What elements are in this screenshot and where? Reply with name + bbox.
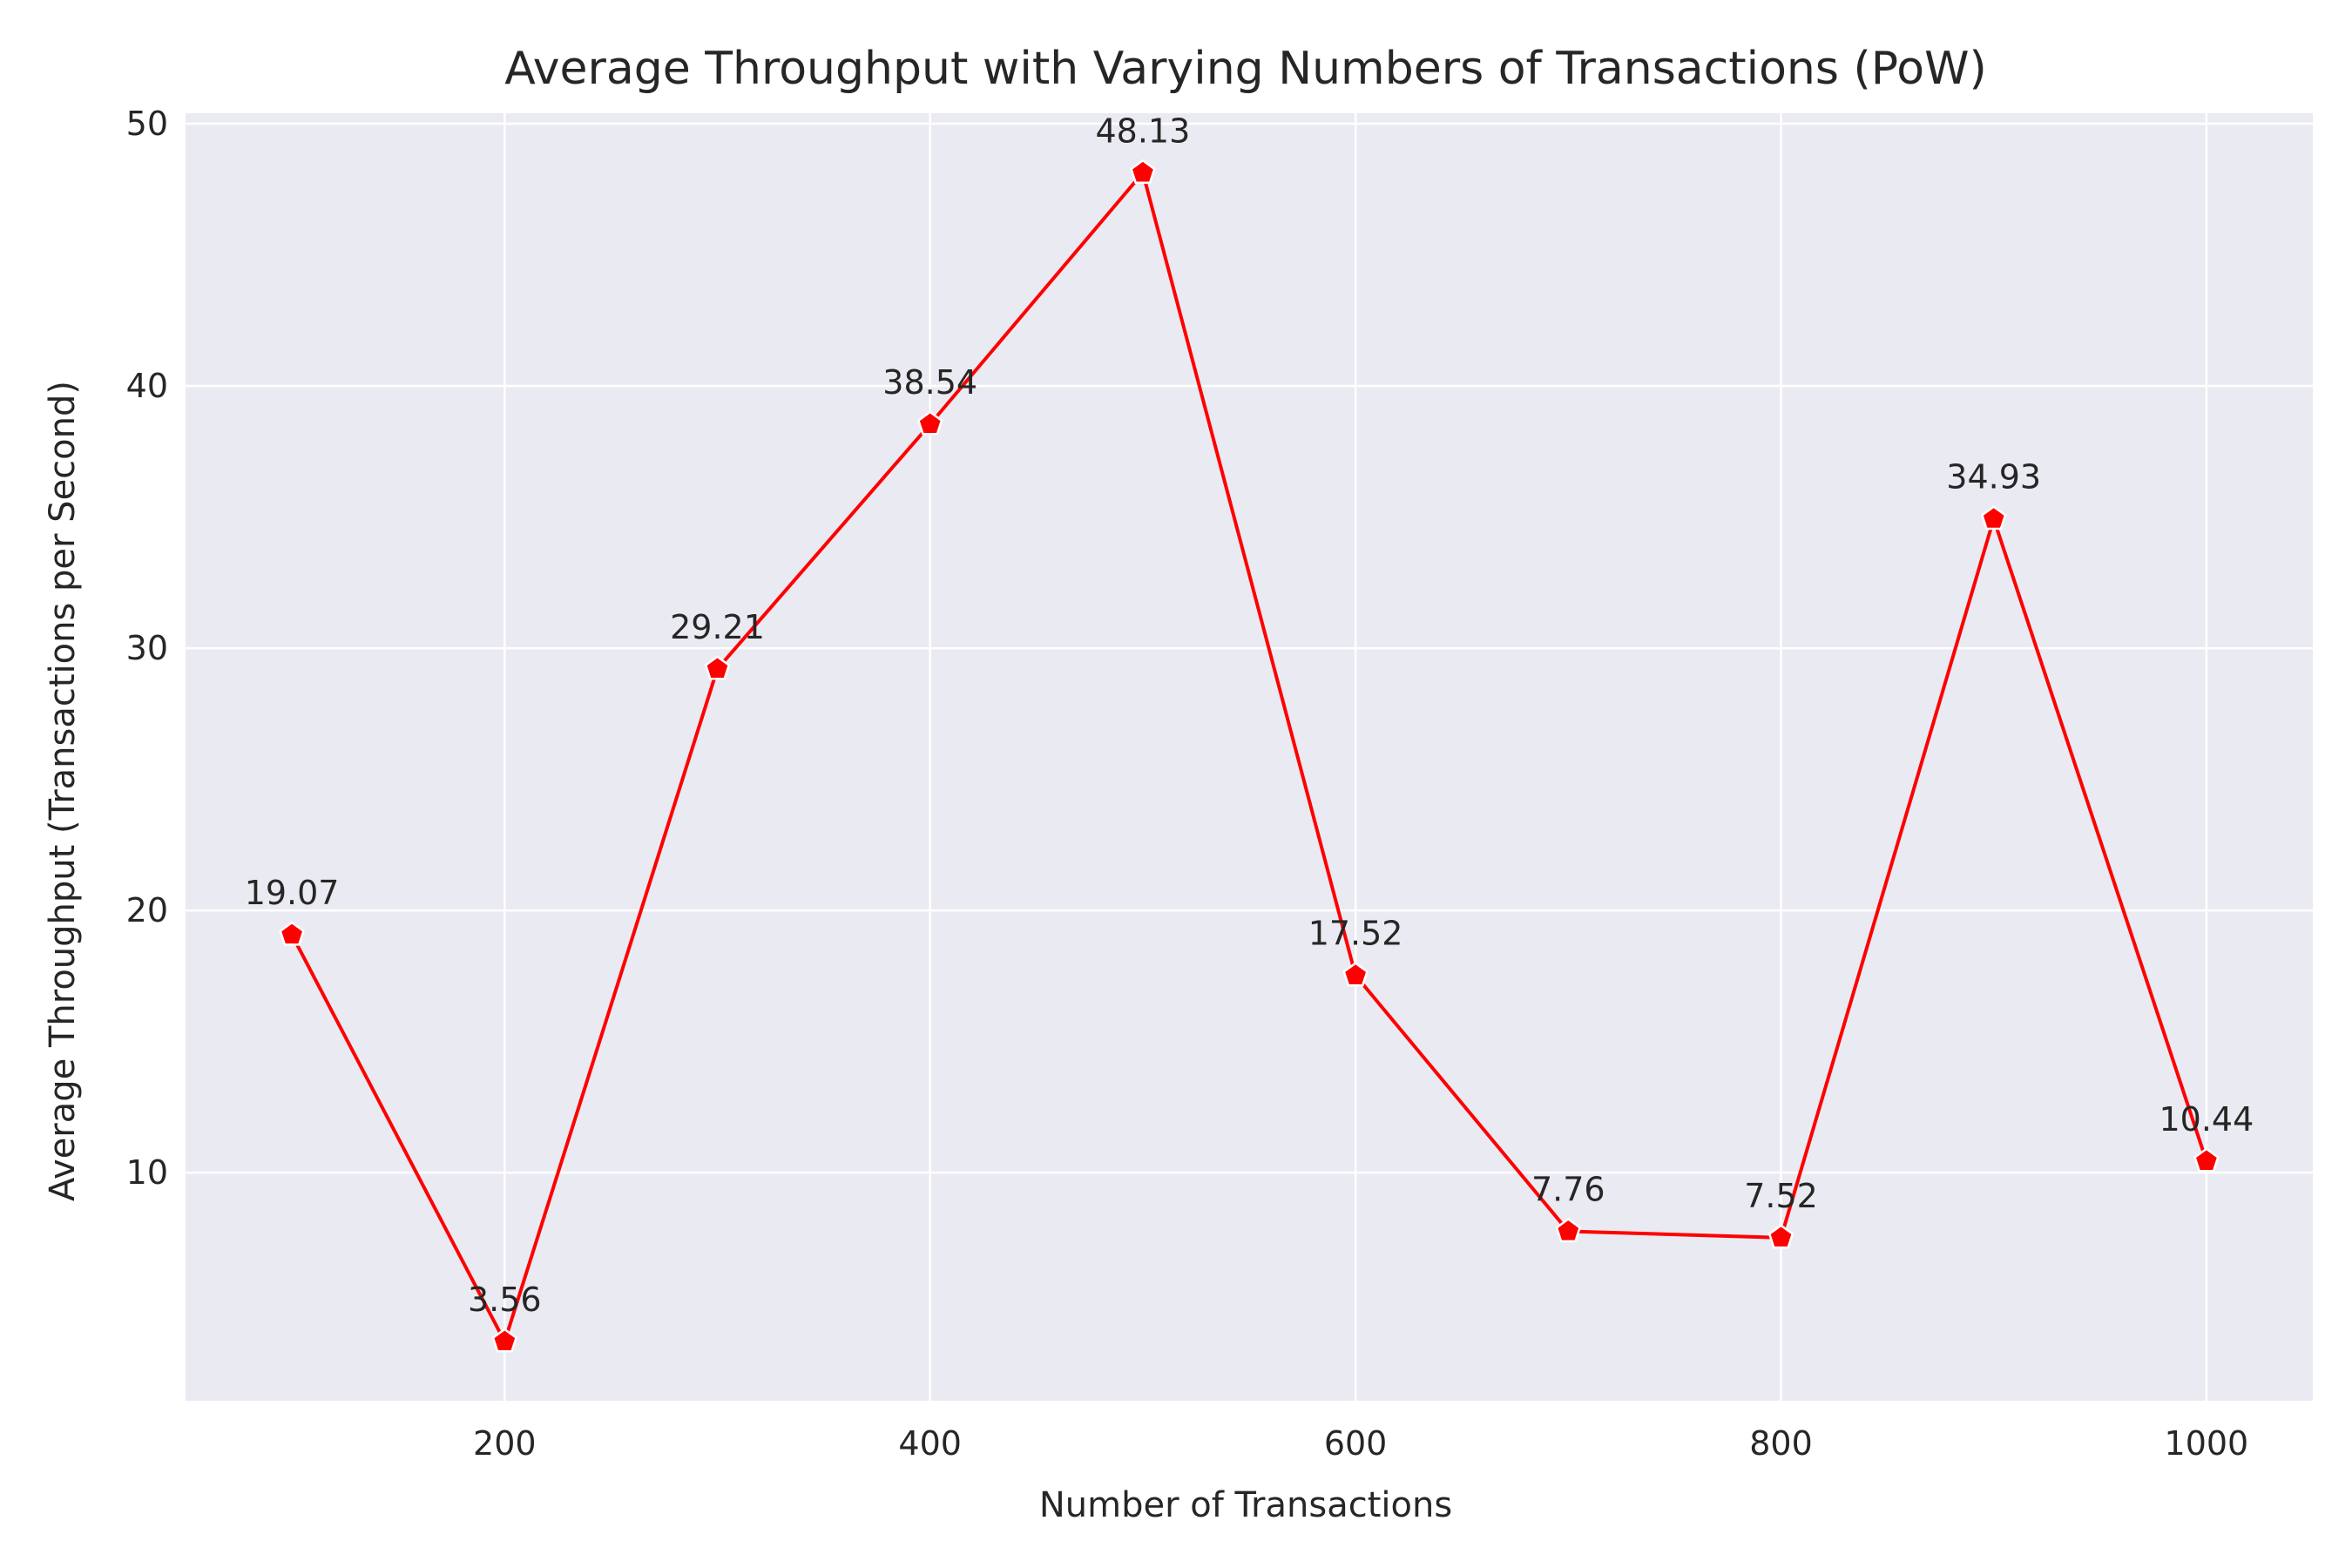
x-axis-label: Number of Transactions [1039,1485,1452,1525]
y-axis-label: Average Throughput (Transactions per Sec… [43,381,83,1201]
series-line [290,171,2208,1343]
y-tick-label: 10 [126,1153,168,1192]
x-tick-label: 400 [898,1424,962,1463]
series-line-layer [290,171,2208,1343]
data-label: 7.76 [1531,1171,1605,1209]
data-point-marker [491,1328,518,1353]
data-label: 34.93 [1946,458,2041,497]
y-tick-label: 20 [126,891,168,929]
data-point-marker [1130,159,1156,184]
data-markers [279,159,2220,1353]
x-tick-label: 800 [1749,1424,1813,1463]
data-point-marker [1555,1217,1582,1243]
data-point-marker [1767,1224,1794,1249]
tick-labels: 200 400 600 800 1000 10 20 30 40 50 [126,105,2249,1463]
y-tick-label: 40 [126,367,168,405]
y-tick-label: 50 [126,105,168,143]
gridlines [186,113,2313,1401]
chart-title: Average Throughput with Varying Numbers … [504,43,1987,95]
data-point-marker [1980,505,2007,531]
y-tick-label: 30 [126,629,168,667]
x-tick-label: 1000 [2165,1424,2249,1463]
x-tick-label: 600 [1324,1424,1388,1463]
data-point-marker [916,410,943,436]
data-label: 7.52 [1744,1177,1818,1215]
data-point-marker [2193,1147,2220,1173]
data-point-marker [704,655,731,680]
data-label: 48.13 [1096,112,1191,150]
plot-area [186,113,2313,1401]
data-label: 38.54 [882,363,977,402]
data-label: 29.21 [670,608,765,646]
data-label: 19.07 [245,874,340,912]
data-label: 10.44 [2159,1100,2254,1139]
data-point-marker [1342,962,1369,987]
data-label: 17.52 [1308,915,1403,953]
data-label: 3.56 [468,1281,542,1319]
x-tick-label: 200 [473,1424,537,1463]
data-labels: 19.07 3.56 29.21 38.54 48.13 17.52 7.76 7.52 34.… [245,112,2254,1319]
data-point-marker [279,921,305,946]
